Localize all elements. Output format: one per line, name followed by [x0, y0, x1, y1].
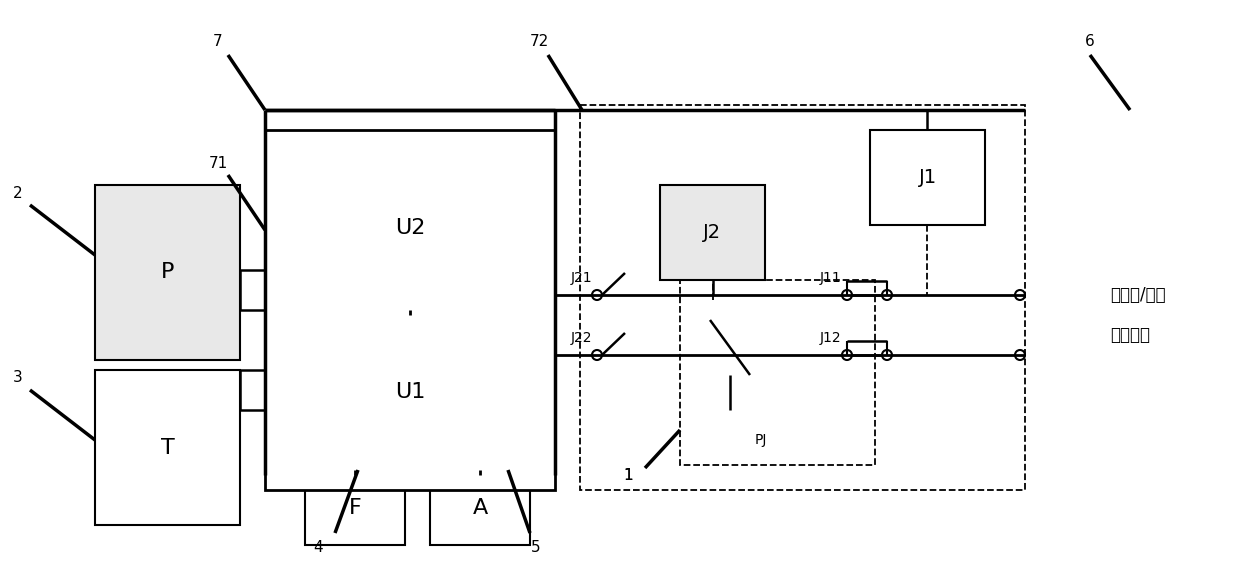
Text: 3: 3: [14, 371, 22, 385]
Text: P: P: [161, 262, 174, 283]
Text: 72: 72: [529, 34, 548, 50]
Text: J21: J21: [570, 271, 593, 285]
Text: J22: J22: [570, 331, 593, 345]
Text: T: T: [161, 437, 175, 458]
Text: U1: U1: [394, 382, 425, 402]
Bar: [280, 310, 539, 475]
Text: J11: J11: [820, 271, 842, 285]
Bar: [680, 280, 875, 465]
Text: U2: U2: [394, 217, 425, 237]
Text: 1: 1: [624, 468, 632, 483]
Text: F: F: [348, 497, 361, 518]
Text: 6: 6: [1085, 34, 1095, 50]
Text: 控制回路: 控制回路: [1110, 326, 1149, 344]
Bar: [95, 185, 241, 360]
Text: 2: 2: [14, 185, 22, 201]
Text: PJ: PJ: [755, 433, 768, 447]
Text: 5: 5: [531, 540, 541, 556]
Bar: [95, 370, 241, 525]
Text: J12: J12: [820, 331, 842, 345]
Text: 接报警/闭锁: 接报警/闭锁: [1110, 286, 1166, 304]
Bar: [305, 470, 405, 545]
Text: 7: 7: [213, 34, 223, 50]
Bar: [660, 185, 765, 280]
Text: A: A: [472, 497, 487, 518]
Text: J2: J2: [703, 223, 722, 242]
Text: 4: 4: [314, 540, 322, 556]
Bar: [580, 105, 1025, 490]
Text: J1: J1: [919, 168, 936, 187]
Bar: [265, 130, 556, 490]
Bar: [430, 470, 529, 545]
Text: 71: 71: [208, 156, 228, 170]
Text: 1: 1: [624, 468, 632, 483]
Bar: [280, 145, 539, 310]
Bar: [870, 130, 985, 225]
